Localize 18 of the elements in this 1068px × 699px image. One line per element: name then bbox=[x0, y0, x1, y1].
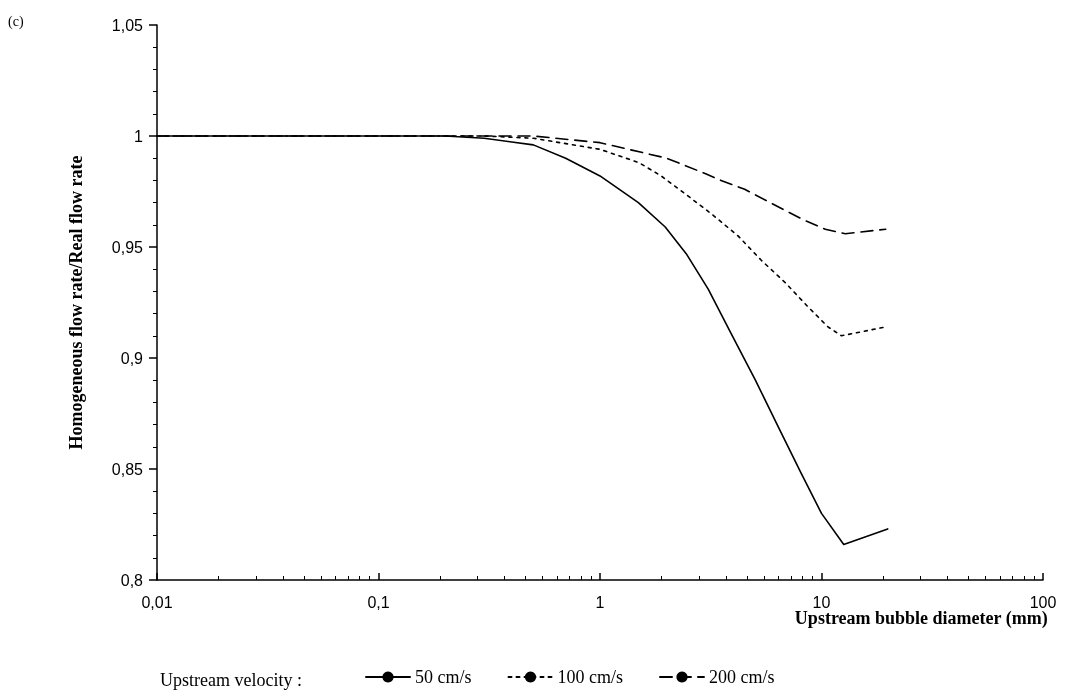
x-tick-label: 1 bbox=[595, 593, 605, 611]
legend-label: 100 cm/s bbox=[557, 667, 623, 687]
x-tick-label: 0,01 bbox=[141, 593, 173, 611]
y-tick-label: 1 bbox=[134, 127, 144, 145]
x-tick-label: 0,1 bbox=[367, 593, 390, 611]
x-tick-label: 10 bbox=[812, 593, 831, 611]
text: (c) bbox=[8, 13, 24, 30]
x-axis-title: Upstream bubble diameter (mm) bbox=[794, 608, 1048, 629]
legend-label: 50 cm/s bbox=[415, 667, 472, 687]
y-tick-label: 0,95 bbox=[111, 238, 144, 256]
legend-label: 200 cm/s bbox=[708, 667, 775, 687]
y-tick-label: 1,05 bbox=[111, 16, 144, 34]
y-tick-label: 0,9 bbox=[120, 349, 144, 367]
y-axis-title: Homogeneous flow rate/Real flow rate bbox=[66, 155, 86, 450]
y-tick-label: 0,8 bbox=[120, 571, 144, 589]
y-tick-label: 0,85 bbox=[111, 460, 144, 478]
x-tick-label: 100 bbox=[1029, 593, 1057, 611]
legend-title: Upstream velocity : bbox=[160, 670, 302, 690]
